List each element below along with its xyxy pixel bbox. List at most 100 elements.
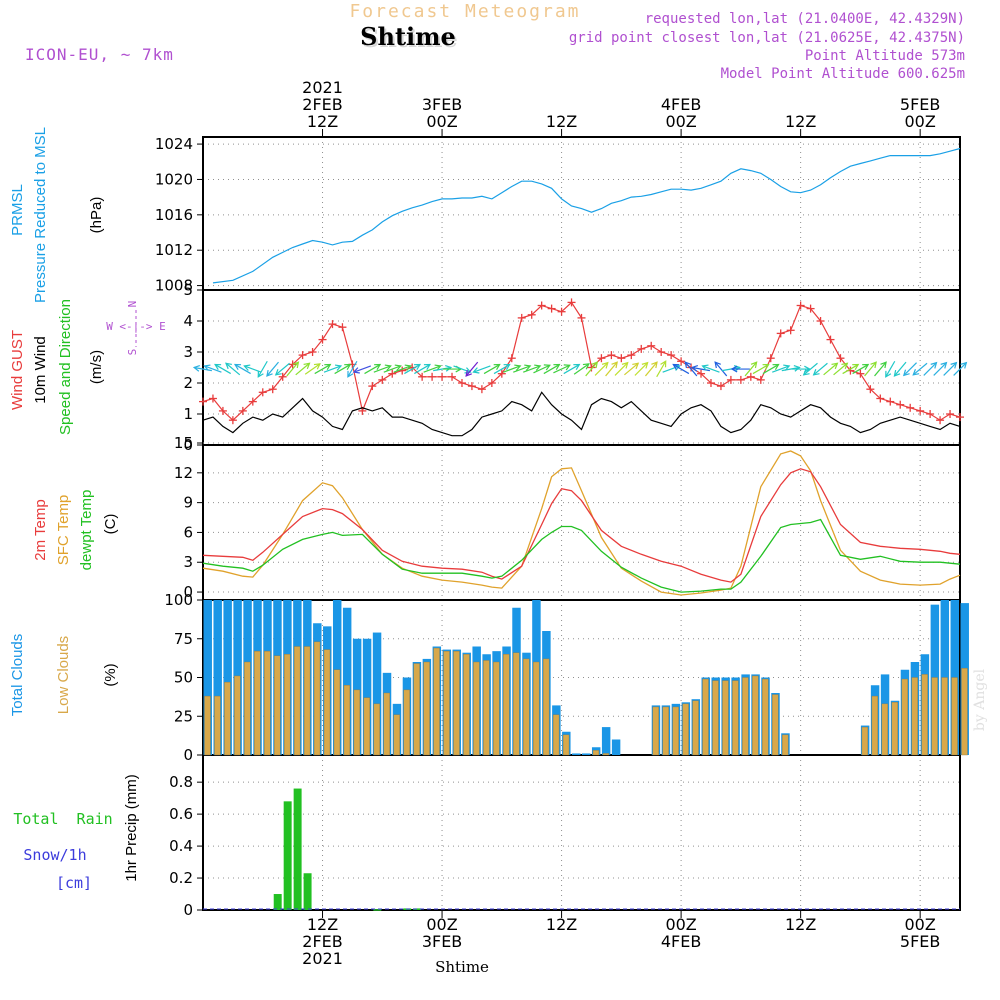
low-clouds-bar [224, 681, 231, 756]
wind-y-tick-label: 4 [183, 312, 193, 330]
arrow-head [445, 365, 453, 372]
arrow-shaft [714, 361, 728, 377]
arrow-shaft [673, 364, 690, 375]
bottom-time-label: 12Z [307, 915, 338, 934]
clouds-y-tick-label: 75 [174, 630, 193, 648]
clouds-y-tick-label: 50 [174, 669, 193, 687]
arrow-shaft [513, 365, 531, 373]
arrow-head [313, 363, 321, 370]
low-clouds-bar [274, 655, 281, 756]
wind-direction-arrow [714, 361, 728, 377]
wind-direction-arrow [893, 361, 907, 377]
low-clouds-bar [901, 678, 908, 756]
rain-bar [413, 908, 422, 910]
arrow-head [274, 369, 282, 376]
bottom-time-label: 2FEB [302, 932, 342, 951]
temp-unit: (C) [102, 514, 119, 535]
wind-direction-arrow [472, 365, 491, 374]
temp-y-tick-label: 6 [183, 523, 193, 541]
wind-direction-arrow [744, 361, 758, 377]
arrow-head [534, 364, 542, 371]
low-clouds-bar [602, 753, 610, 756]
dewpt-temp-line [202, 518, 961, 593]
arrow-shaft [813, 362, 828, 376]
wind-direction-arrow [295, 362, 311, 376]
arrow-head [394, 364, 402, 371]
total-clouds-bar [223, 600, 232, 755]
requested-point: requested lon,lat (21.0400E, 42.4329N) [645, 11, 965, 27]
top-time-label: 00Z [665, 112, 696, 131]
dewpt-temp-label: dewpt Temp [78, 490, 95, 571]
bottom-time-label: 12Z [785, 915, 816, 934]
wind-direction-arrow [352, 365, 372, 374]
pressure-unit: (hPa) [88, 197, 105, 234]
low-clouds-bar [692, 700, 699, 756]
wind-direction-arrow [672, 363, 690, 375]
wind-direction-arrow [192, 365, 212, 372]
arrow-head [192, 365, 201, 372]
arrow-head [503, 363, 511, 370]
wind-direction-arrow [553, 364, 571, 374]
arrow-shaft [275, 362, 290, 376]
wind-direction-arrow [823, 362, 839, 376]
arrow-head [912, 369, 920, 376]
total-clouds-label: Total Clouds [9, 634, 26, 717]
arrow-shaft [404, 364, 421, 375]
low-clouds-bar [383, 692, 390, 756]
arrow-head [950, 361, 958, 369]
low-clouds-bar [313, 641, 321, 756]
wind-direction-arrow [953, 361, 968, 376]
wind-direction-arrow [266, 361, 279, 377]
arrow-shaft [257, 360, 268, 378]
arrow-shaft [933, 362, 947, 376]
wind-direction-arrow [684, 361, 698, 377]
location-title-shadow: Shtime [362, 24, 458, 53]
arrow-head [831, 362, 839, 370]
wind-direction-arrow [912, 362, 928, 376]
arrow-head [690, 365, 699, 372]
arrow-head [384, 364, 392, 371]
wind-direction-arrow [614, 361, 629, 376]
wind-direction-arrow [347, 360, 358, 378]
low-clouds-bar [961, 668, 968, 756]
low-clouds-bar [911, 677, 918, 756]
bottom-time-label: 00Z [904, 915, 935, 934]
arrow-shaft [692, 366, 710, 372]
arrow-head [802, 369, 810, 376]
arrow-head [940, 361, 948, 369]
wind-direction-arrow [563, 363, 581, 375]
low-clouds-bar [493, 661, 500, 756]
low-clouds-bar [483, 660, 490, 756]
low-clouds-bar [234, 675, 241, 756]
arrow-head [750, 361, 758, 369]
arrow-head [266, 369, 273, 377]
arrow-shaft [702, 365, 720, 373]
total-clouds-bar [582, 753, 591, 755]
bottom-time-label: 00Z [665, 915, 696, 934]
arrow-shaft [314, 364, 331, 375]
arrow-head [374, 363, 382, 370]
wind-direction-arrow [483, 363, 501, 375]
wind-direction-arrow [414, 363, 432, 375]
arrow-shaft [903, 362, 917, 376]
wind-direction-arrow [594, 361, 609, 376]
top-time-label: 12Z [546, 112, 577, 131]
low-clouds-bar [861, 726, 869, 756]
low-clouds-bar [921, 674, 928, 756]
wind-direction-arrow [393, 364, 412, 373]
wind-direction-arrow [752, 363, 770, 375]
pressure-y-tick-label: 1024 [155, 135, 193, 153]
precip-unit: 1hr Precip (mm) [123, 774, 140, 882]
wind-direction-arrow [943, 361, 958, 376]
wind-direction-arrow [656, 360, 667, 378]
compass-we: W <-|-> E [106, 320, 166, 333]
arrow-head [611, 361, 618, 369]
arrow-head [885, 370, 892, 378]
arrow-shaft [885, 360, 896, 378]
arrow-shaft [473, 365, 491, 373]
arrow-shaft [842, 364, 859, 375]
rain-bar [283, 801, 292, 910]
top-time-label: 00Z [426, 112, 457, 131]
arrow-shaft [347, 360, 358, 378]
